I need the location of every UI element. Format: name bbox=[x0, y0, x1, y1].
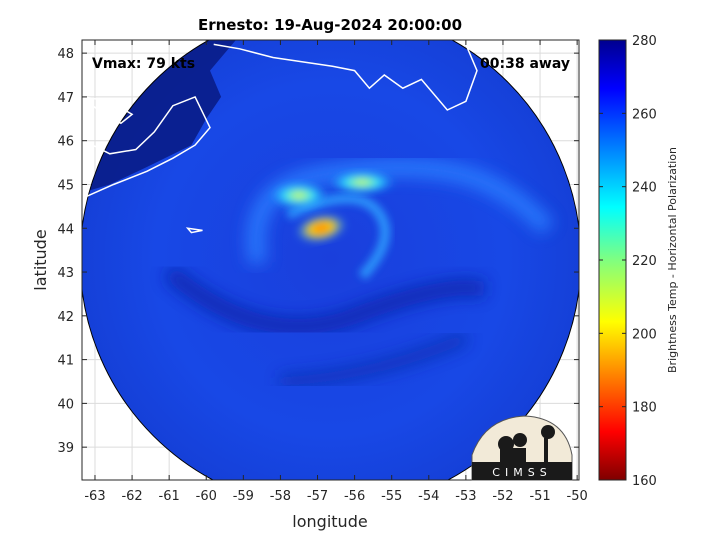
y-tick-label: 40 bbox=[57, 397, 74, 412]
x-tick-label: -53 bbox=[455, 489, 476, 504]
y-tick-label: 42 bbox=[57, 310, 74, 325]
y-axis-label: latitude bbox=[31, 229, 50, 290]
x-tick-label: -55 bbox=[381, 489, 402, 504]
coastline bbox=[82, 95, 134, 125]
y-tick-label: 39 bbox=[57, 441, 74, 456]
rain-band-core bbox=[328, 170, 397, 195]
coastline bbox=[213, 43, 478, 111]
y-axis: 39 40 41 42 43 44 45 46 47 48 bbox=[57, 47, 579, 456]
x-tick-label: -51 bbox=[529, 489, 550, 504]
time-away-label: 00:38 away bbox=[480, 56, 570, 72]
swath-layer bbox=[82, 40, 579, 480]
colorbar-tick-label: 260 bbox=[632, 107, 657, 122]
y-tick-label: 45 bbox=[57, 178, 74, 193]
x-tick-label: -62 bbox=[121, 489, 142, 504]
colorbar-tick-label: 280 bbox=[632, 34, 657, 49]
y-tick-label: 43 bbox=[57, 266, 74, 281]
dark-spiral-lane bbox=[164, 265, 487, 335]
x-tick-label: -63 bbox=[84, 489, 105, 504]
y-tick-label: 44 bbox=[57, 222, 74, 237]
y-tick-label: 41 bbox=[57, 354, 74, 369]
colorbar-gradient bbox=[598, 39, 627, 481]
colorbar-tick-label: 220 bbox=[632, 254, 657, 269]
cold-core bbox=[295, 213, 347, 243]
colorbar-tick-label: 240 bbox=[632, 181, 657, 196]
plot-frame bbox=[81, 39, 580, 481]
x-tick-label: -54 bbox=[418, 489, 439, 504]
colorbar: 280 260 240 220 200 180 160 Brightness Temp - … bbox=[598, 34, 679, 489]
x-axis-label: longitude bbox=[292, 512, 367, 531]
x-tick-label: -57 bbox=[307, 489, 328, 504]
x-tick-label: -58 bbox=[270, 489, 291, 504]
cimss-logo: CIMSS bbox=[471, 415, 573, 481]
rain-band-core bbox=[268, 181, 329, 210]
x-tick-label: -61 bbox=[159, 489, 180, 504]
x-tick-label: -60 bbox=[196, 489, 217, 504]
rain-band bbox=[246, 158, 555, 266]
colorbar-tick-label: 160 bbox=[632, 474, 657, 489]
x-tick-label: -56 bbox=[344, 489, 365, 504]
vmax-label: Vmax: 79 kts bbox=[92, 56, 195, 72]
x-tick-label: -50 bbox=[567, 489, 588, 504]
x-axis: -63 -62 -61 -60 -59 -58 -57 -56 -55 -54 -53 -52 -51 -… bbox=[84, 40, 588, 504]
dark-spiral-lane bbox=[280, 332, 469, 388]
y-tick-label: 46 bbox=[57, 135, 74, 150]
colorbar-tick-label: 200 bbox=[632, 327, 657, 342]
y-tick-label: 47 bbox=[57, 91, 74, 106]
colorbar-label: Brightness Temp - Horizontal Polarizatio… bbox=[666, 147, 679, 373]
colorbar-ticks: 280 260 240 220 200 180 160 bbox=[599, 34, 657, 489]
coastline bbox=[83, 95, 211, 199]
coastline bbox=[185, 227, 203, 234]
x-tick-label: -59 bbox=[233, 489, 254, 504]
x-tick-label: -52 bbox=[492, 489, 513, 504]
y-tick-label: 48 bbox=[57, 47, 74, 62]
logo-text: CIMSS bbox=[492, 466, 551, 479]
colorbar-tick-label: 180 bbox=[632, 401, 657, 416]
chart-title: Ernesto: 19-Aug-2024 20:00:00 bbox=[198, 16, 462, 34]
